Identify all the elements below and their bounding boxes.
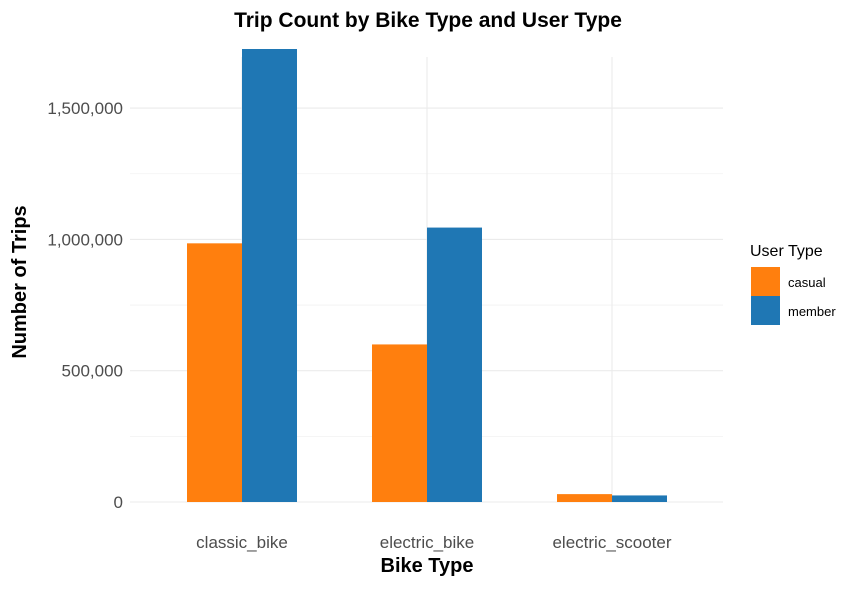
legend: User Type casual member <box>750 243 836 325</box>
x-tick-label: electric_scooter <box>552 533 671 552</box>
bar-casual-electric_bike <box>372 344 427 502</box>
chart-title: Trip Count by Bike Type and User Type <box>234 9 622 32</box>
legend-title: User Type <box>750 243 823 260</box>
y-axis-title: Number of Trips <box>9 205 31 358</box>
bar-layer <box>187 49 667 502</box>
bar-casual-electric_scooter <box>557 494 612 502</box>
bar-member-classic_bike <box>242 49 297 502</box>
y-tick-label: 1,500,000 <box>47 99 123 118</box>
x-axis-title: Bike Type <box>381 555 474 577</box>
legend-entries: casual member <box>751 267 836 325</box>
legend-key-member <box>751 296 780 325</box>
y-ticks: 0 500,000 1,000,000 1,500,000 <box>47 99 123 512</box>
x-ticks: classic_bike electric_bike electric_scoote… <box>196 533 672 552</box>
legend-label-member: member <box>788 304 836 319</box>
x-tick-label: classic_bike <box>196 533 288 552</box>
y-tick-label: 500,000 <box>62 362 123 381</box>
bar-member-electric_scooter <box>612 495 667 502</box>
x-tick-label: electric_bike <box>380 533 475 552</box>
legend-key-casual <box>751 267 780 296</box>
y-tick-label: 0 <box>114 493 123 512</box>
bar-member-electric_bike <box>427 227 482 502</box>
legend-label-casual: casual <box>788 275 826 290</box>
y-tick-label: 1,000,000 <box>47 230 123 249</box>
bar-casual-classic_bike <box>187 243 242 502</box>
